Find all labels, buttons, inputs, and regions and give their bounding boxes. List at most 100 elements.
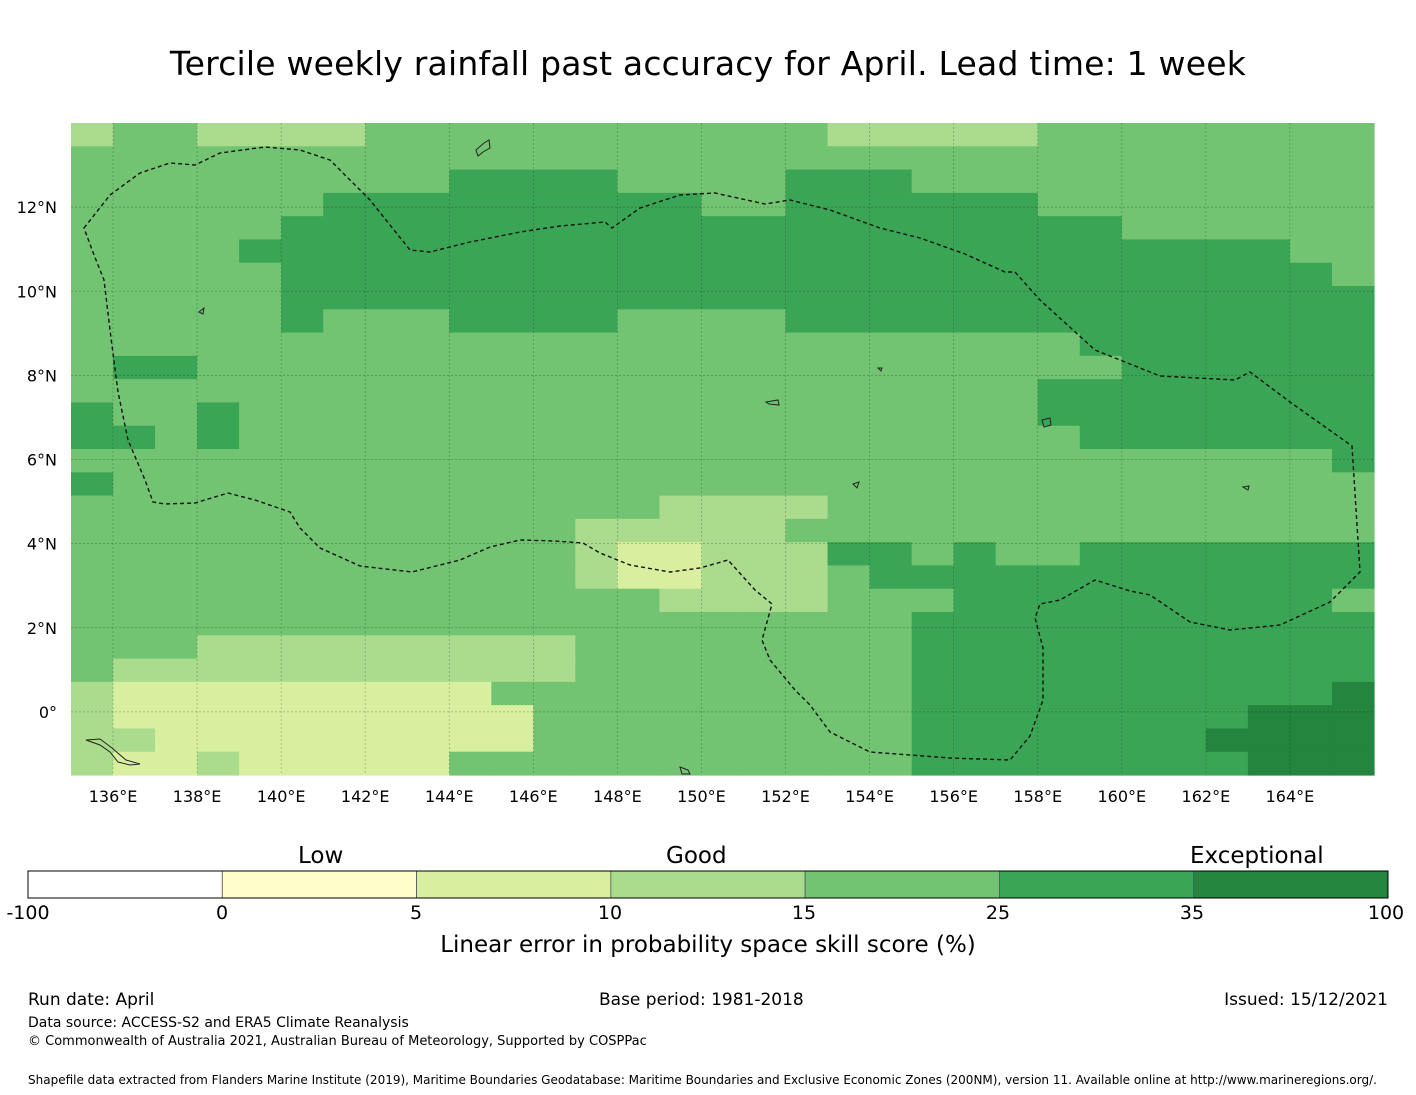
skill-cell — [1247, 751, 1291, 776]
skill-cell — [365, 658, 408, 683]
skill-cell — [1121, 309, 1165, 334]
skill-cell — [575, 309, 619, 334]
skill-cell — [785, 309, 829, 334]
skill-cell — [869, 123, 913, 147]
skill-cell — [953, 588, 997, 613]
skill-cell — [491, 239, 534, 264]
skill-cell — [911, 518, 955, 543]
skill-cell — [407, 309, 450, 334]
skill-cell — [575, 705, 619, 730]
skill-cell — [197, 542, 240, 567]
skill-cell — [71, 588, 114, 613]
skill-cell — [113, 169, 156, 194]
skill-cell — [1205, 146, 1249, 171]
skill-cell — [1079, 169, 1123, 194]
skill-cell — [449, 332, 492, 357]
skill-cell — [1037, 751, 1081, 776]
skill-cell — [701, 472, 745, 497]
skill-cell — [575, 379, 619, 404]
lon-tick-label: 158°E — [1013, 787, 1062, 806]
skill-cell — [449, 542, 492, 567]
skill-cell — [281, 612, 324, 636]
skill-cell — [995, 449, 1039, 473]
skill-cell — [239, 379, 282, 404]
skill-cell — [1247, 332, 1291, 357]
skill-cell — [197, 518, 240, 543]
skill-cell — [449, 355, 492, 380]
issued-date: Issued: 15/12/2021 — [1224, 990, 1388, 1010]
skill-cell — [827, 542, 871, 567]
skill-cell — [113, 425, 156, 450]
skill-cell — [407, 192, 450, 217]
skill-cell — [743, 379, 787, 404]
skill-cell — [323, 123, 366, 147]
skill-cell — [113, 262, 156, 287]
colorbar-tick: 15 — [791, 902, 817, 924]
skill-cell — [827, 449, 871, 473]
skill-cell — [113, 751, 156, 776]
skill-cell — [701, 728, 745, 753]
skill-cell — [743, 751, 787, 776]
skill-cell — [533, 449, 576, 473]
skill-cell — [1289, 588, 1333, 613]
skill-cell — [239, 192, 282, 217]
skill-cell — [1079, 425, 1123, 450]
skill-cell — [1037, 402, 1081, 427]
skill-cell — [701, 169, 745, 194]
skill-cell — [533, 472, 576, 497]
skill-cell — [911, 169, 955, 194]
skill-cell — [869, 681, 913, 706]
skill-cell — [1163, 239, 1207, 264]
skill-cell — [281, 751, 324, 776]
skill-cell — [1037, 425, 1081, 450]
shapefile-credit: Shapefile data extracted from Flanders M… — [28, 1073, 1377, 1087]
skill-cell — [869, 565, 913, 590]
skill-cell — [701, 146, 745, 171]
skill-cell — [827, 728, 871, 753]
skill-cell — [743, 728, 787, 753]
skill-cell — [1205, 192, 1249, 217]
skill-cell — [197, 262, 240, 287]
skill-cell — [701, 239, 745, 264]
skill-cell — [281, 286, 324, 310]
skill-cell — [1121, 542, 1165, 567]
skill-cell — [659, 123, 703, 147]
skill-cell — [1163, 379, 1207, 404]
skill-cell — [1331, 588, 1375, 613]
skill-cell — [281, 449, 324, 473]
skill-cell — [197, 309, 240, 334]
skill-cell — [869, 146, 913, 171]
skill-cell — [71, 751, 114, 776]
colorbar-segment — [804, 870, 1000, 899]
skill-cell — [1247, 705, 1291, 730]
skill-cell — [1079, 402, 1123, 427]
skill-cell — [449, 262, 492, 287]
lat-tick-label: 10°N — [17, 282, 57, 301]
skill-cell — [659, 146, 703, 171]
skill-cell — [491, 588, 534, 613]
skill-cell — [827, 355, 871, 380]
lon-tick-label: 146°E — [509, 787, 558, 806]
skill-cell — [113, 472, 156, 497]
skill-cell — [785, 425, 829, 450]
skill-cell — [1121, 262, 1165, 287]
lat-tick-label: 12°N — [17, 198, 57, 217]
skill-cell — [869, 635, 913, 660]
skill-cell — [491, 751, 534, 776]
skill-cell — [197, 705, 240, 730]
skill-cell — [617, 379, 661, 404]
skill-cell — [1289, 286, 1333, 310]
skill-cell — [1037, 216, 1081, 241]
skill-cell — [239, 588, 282, 613]
skill-cell — [869, 518, 913, 543]
skill-cell — [197, 728, 240, 753]
skill-cell — [617, 425, 661, 450]
lon-tick-label: 160°E — [1097, 787, 1146, 806]
skill-cell — [1289, 192, 1333, 217]
skill-cell — [71, 635, 114, 660]
skill-cell — [449, 705, 492, 730]
skill-cell — [197, 216, 240, 241]
skill-cell — [71, 332, 114, 357]
skill-cell — [365, 681, 408, 706]
run-date: Run date: April — [28, 990, 155, 1010]
